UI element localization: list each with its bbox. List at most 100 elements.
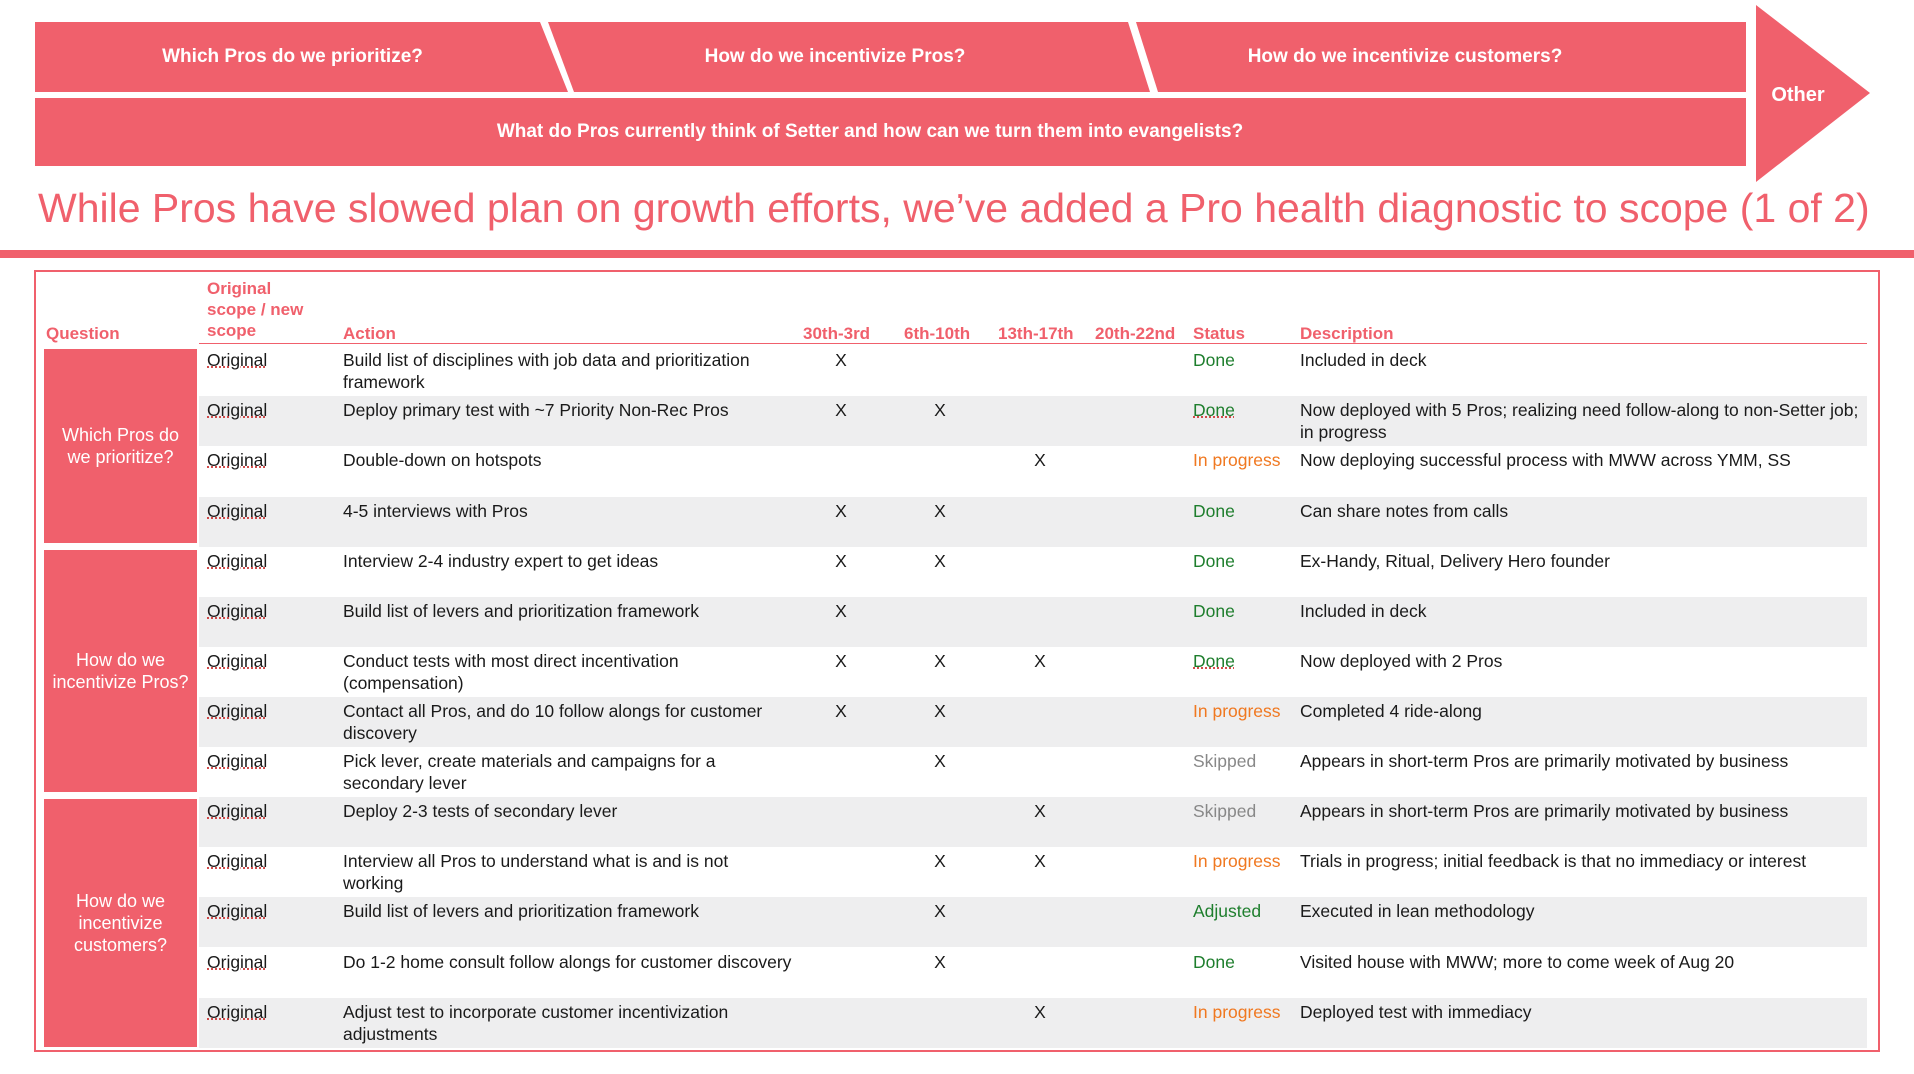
action-cell: 4-5 interviews with Pros [343,501,528,521]
section-nav-chevrons [35,5,1870,182]
slide-title: While Pros have slowed plan on growth ef… [38,185,1870,231]
action-cell: Adjust test to incorporate customer ince… [343,1002,729,1044]
scope-cell: Original [207,400,268,420]
chevron-incentivize-customers-shape [1136,22,1746,92]
description-cell: Now deployed with 2 Pros [1300,651,1503,671]
description-cell: Can share notes from calls [1300,501,1509,521]
group-incentivize-customers: How do we incentivize customers? [44,799,197,1047]
header-scope-line-1: Original [207,279,272,298]
status-cell: Done [1193,400,1235,420]
description-cell: Included in deck [1300,350,1427,370]
description-cell: Appears in short-term Pros are primarily… [1300,801,1789,821]
action-cell: Do 1-2 home consult follow alongs for cu… [343,952,792,972]
other-label: Other [1771,83,1825,106]
header-week-3: 13th-17th [998,324,1074,343]
action-cell: Interview all Pros to understand what is… [343,851,729,893]
week-2-mark: X [934,651,946,671]
action-cell: Deploy 2-3 tests of secondary lever [343,801,618,821]
action-cell: Contact all Pros, and do 10 follow along… [343,701,763,743]
action-cell: Pick lever, create materials and campaig… [343,751,716,793]
week-1-mark: X [835,701,847,721]
status-cell: In progress [1193,701,1281,721]
group-incentivize-customers-line-2: incentivize [78,913,163,933]
action-cell: Double-down on hotspots [343,450,542,470]
week-2-mark: X [934,901,946,921]
scope-cell: Original [207,350,268,370]
description-cell: Executed in lean methodology [1300,901,1535,921]
header-scope-line-2: scope / new [207,300,304,319]
description-cell: Visited house with MWW; more to come wee… [1300,952,1735,972]
table-row: Original Build list of levers and priorit… [199,597,1867,647]
table-row: Original Deploy 2-3 tests of secondary le… [199,797,1867,847]
title-divider [0,250,1914,258]
scope-cell: Original [207,601,268,621]
header-action: Action [343,324,396,343]
table-row: Original Double-down on hotspots X In progr… [199,446,1867,496]
table-row: Original Interview all Pros to understand… [199,847,1867,897]
status-cell: Adjusted [1193,901,1262,921]
scope-cell: Original [207,851,268,871]
status-cell: Skipped [1193,751,1257,771]
status-cell: In progress [1193,1002,1281,1022]
table-row: Original 4-5 interviews with Pros X X Done Ca… [199,497,1867,547]
header-week-1: 30th-3rd [803,324,871,343]
table-row: Original Build list of disciplines with j… [199,346,1867,396]
table-row: Original Pick lever, create materials and… [199,747,1867,797]
table-row: Original Deploy primary test with ~7 Prio… [199,396,1867,446]
group-incentivize-customers-line-3: customers? [73,935,168,955]
chevron-label-incentivize-customers: How do we incentivize customers? [1247,46,1563,67]
status-cell: Done [1193,350,1235,370]
chevron-prioritize-shape [35,22,568,92]
week-3-mark: X [1034,1002,1046,1022]
description-cell: Trials in progress; initial feedback is … [1300,851,1807,871]
group-prioritize: Which Pros do we prioritize? [44,349,197,543]
scope-cell: Original [207,801,268,821]
scope-cell: Original [207,952,268,972]
table-row: Original Conduct tests with most direct i… [199,647,1867,697]
header-week-4: 20th-22nd [1095,324,1176,343]
group-incentivize-pros: How do we incentivize Pros? [44,550,197,792]
scope-cell: Original [207,751,268,771]
action-cell: Build list of levers and prioritization … [343,601,699,621]
header-status: Status [1193,324,1245,343]
wide-bar-label: What do Pros currently think of Setter a… [496,121,1244,142]
chevron-label-prioritize: Which Pros do we prioritize? [162,46,423,67]
week-2-mark: X [934,701,946,721]
description-cell: Now deploying successful process with MW… [1300,450,1791,470]
week-2-mark: X [934,400,946,420]
action-cell: Build list of levers and prioritization … [343,901,699,921]
table-row: Original Adjust test to incorporate custo… [199,998,1867,1048]
wide-bar-shape [35,98,1746,166]
header-scope-line-3: scope [207,321,257,340]
action-cell: Build list of disciplines with job data … [343,350,750,392]
scope-cell: Original [207,551,268,571]
status-cell: Skipped [1193,801,1257,821]
chevron-label-incentivize-pros: How do we incentivize Pros? [704,46,966,67]
description-cell: Deployed test with immediacy [1300,1002,1532,1022]
action-cell: Interview 2-4 industry expert to get ide… [343,551,659,571]
table-row: Original Do 1-2 home consult follow along… [199,948,1867,998]
scope-cell: Original [207,701,268,721]
week-1-mark: X [835,601,847,621]
status-cell: Done [1193,501,1235,521]
week-2-mark: X [934,751,946,771]
description-cell: Completed 4 ride-along [1300,701,1482,721]
group-incentivize-pros-line-1: How do we [75,650,166,670]
week-3-mark: X [1034,851,1046,871]
action-cell: Deploy primary test with ~7 Priority Non… [343,400,729,420]
header-description: Description [1300,324,1394,343]
status-cell: Done [1193,601,1235,621]
week-1-mark: X [835,551,847,571]
group-prioritize-line-2: we prioritize? [67,447,174,467]
week-3-mark: X [1034,651,1046,671]
group-prioritize-line-1: Which Pros do [61,425,180,445]
description-cell: Ex-Handy, Ritual, Delivery Hero founder [1300,551,1610,571]
header-week-2: 6th-10th [904,324,971,343]
scope-cell: Original [207,651,268,671]
status-cell: In progress [1193,851,1281,871]
table-row: Original Build list of levers and priorit… [199,897,1867,947]
week-2-mark: X [934,501,946,521]
chevron-incentivize-pros-shape [548,22,1150,92]
description-cell: Appears in short-term Pros are primarily… [1300,751,1789,771]
week-3-mark: X [1034,801,1046,821]
